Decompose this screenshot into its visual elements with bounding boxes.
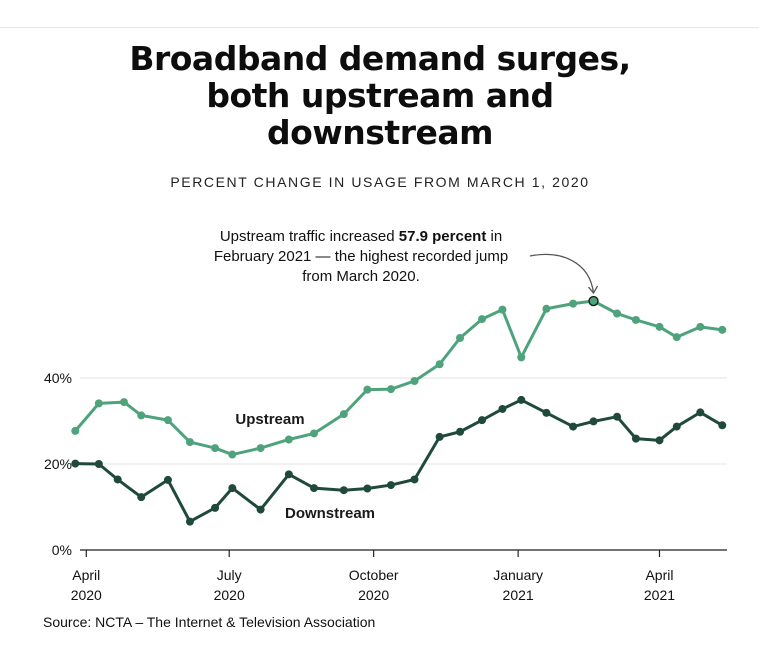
data-point [386, 385, 395, 394]
data-point [386, 481, 395, 490]
data-point [185, 517, 194, 526]
data-point [137, 411, 146, 420]
data-point [71, 426, 80, 435]
data-point [589, 417, 598, 426]
upstream-series [71, 295, 727, 459]
x-tick-label: 2021 [644, 587, 675, 603]
annotation-line-3: from March 2020. [302, 268, 420, 285]
data-point [517, 353, 526, 362]
data-point [542, 408, 551, 417]
data-point [672, 333, 681, 342]
y-tick-labels: 0% 20% 40% [44, 370, 72, 558]
data-point [435, 432, 444, 441]
x-tick-label: April [72, 567, 100, 583]
x-tick-label: 2020 [214, 587, 245, 603]
chart-title: Broadband demand surges, both upstream a… [129, 39, 631, 152]
data-point [498, 404, 507, 413]
upstream-series-label: Upstream [235, 411, 304, 428]
data-point [410, 377, 419, 386]
x-tick-label: October [349, 567, 399, 583]
data-point [569, 299, 578, 308]
chart-subtitle: PERCENT CHANGE IN USAGE FROM MARCH 1, 20… [170, 174, 590, 190]
data-point [456, 334, 465, 343]
data-point [478, 416, 487, 425]
data-point [672, 422, 681, 431]
data-point [696, 322, 705, 331]
y-tick-label: 20% [44, 456, 72, 472]
downstream-series [71, 395, 727, 526]
data-point [94, 399, 103, 408]
x-tick-label: April [645, 567, 673, 583]
data-point [339, 410, 348, 419]
data-point [256, 505, 265, 514]
highlighted-point [588, 295, 599, 307]
series-line [73, 398, 724, 524]
data-point [498, 305, 507, 314]
data-point [696, 408, 705, 417]
data-point [456, 427, 465, 436]
data-point [718, 325, 727, 334]
x-tick-label: 2020 [358, 587, 389, 603]
data-point [613, 309, 622, 318]
data-point [655, 322, 664, 331]
annotation-line-2: February 2021 — the highest recorded jum… [214, 248, 508, 265]
top-rule [0, 27, 759, 28]
x-tick-label: January [493, 567, 543, 583]
downstream-series-label: Downstream [285, 505, 375, 522]
annotation: Upstream traffic increased 57.9 percent … [214, 228, 599, 295]
y-tick-label: 40% [44, 370, 72, 386]
data-point [363, 385, 372, 394]
annotation-arrow [529, 253, 595, 294]
data-point [113, 475, 122, 484]
data-point [185, 438, 194, 447]
y-tick-label: 0% [52, 542, 72, 558]
data-point [211, 444, 220, 453]
annotation-arrowhead [588, 285, 599, 295]
data-point [435, 360, 444, 369]
data-point [309, 484, 318, 493]
data-point [517, 395, 526, 404]
data-point [631, 434, 640, 443]
data-point [410, 475, 419, 484]
data-point [119, 398, 128, 407]
x-tick-label: 2021 [503, 587, 534, 603]
data-point [631, 315, 640, 324]
data-point [256, 444, 265, 453]
data-point [542, 304, 551, 313]
data-point [137, 493, 146, 502]
source-note: Source: NCTA – The Internet & Television… [43, 614, 376, 630]
data-point [569, 422, 578, 431]
data-point [655, 436, 664, 445]
data-point [284, 435, 293, 444]
data-point [718, 421, 727, 430]
data-point [613, 412, 622, 421]
data-point [211, 503, 220, 512]
data-point [339, 486, 348, 495]
data-point [309, 429, 318, 438]
data-point [228, 484, 237, 493]
data-point [284, 470, 293, 479]
x-tick-label: 2020 [71, 587, 102, 603]
data-point [163, 416, 172, 425]
data-point [478, 315, 487, 324]
x-axis [80, 549, 727, 557]
data-point [163, 475, 172, 484]
data-point [228, 450, 237, 459]
annotation-line-1: Upstream traffic increased 57.9 percent … [220, 228, 502, 245]
data-point [94, 460, 103, 468]
data-point [363, 484, 372, 493]
data-point [71, 459, 80, 468]
x-tick-labels: April 2020 July 2020 October 2020 January 2021 A… [71, 567, 676, 603]
x-tick-label: July [217, 567, 242, 583]
gridlines [80, 377, 727, 465]
